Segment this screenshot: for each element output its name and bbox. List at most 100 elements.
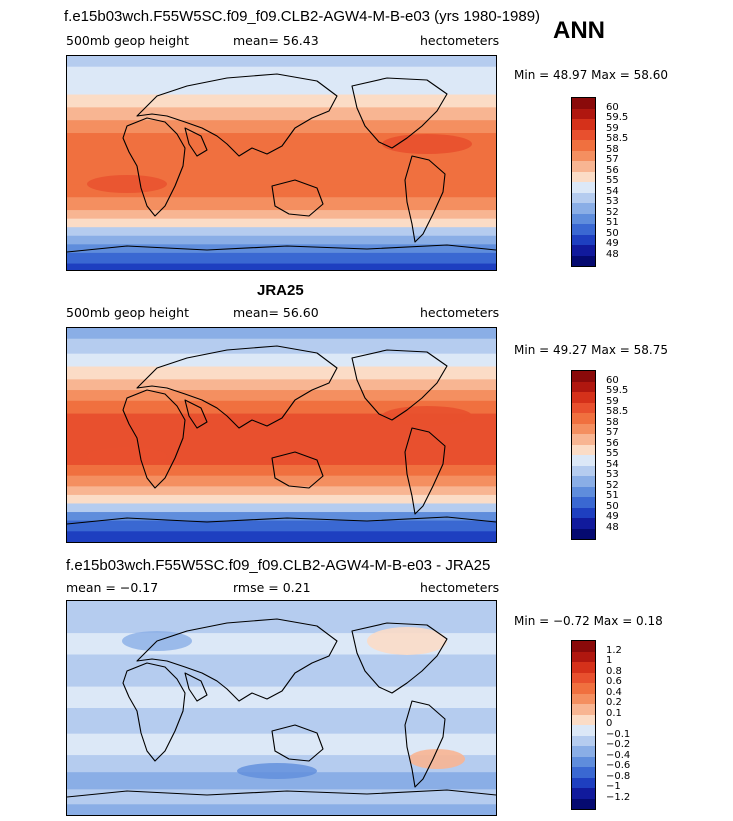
colorbar-tick-label: 56 — [606, 164, 619, 176]
colorbar-tick-label: 0 — [606, 718, 613, 729]
colorbar-swatch — [572, 704, 595, 715]
colorbar-swatch — [572, 413, 595, 424]
colorbar-tick-label: −1.2 — [606, 791, 631, 803]
colorbar-tick-label: 0.2 — [606, 697, 622, 708]
colorbar-tick-label: 50 — [606, 500, 619, 512]
colorbar-swatch — [572, 98, 595, 109]
colorbar-tick-label: −0.8 — [606, 770, 631, 782]
colorbar-tick-label: −0.1 — [606, 728, 631, 740]
colorbar-swatch — [572, 518, 595, 529]
colorbar-tick-label: 49 — [606, 511, 619, 522]
panel-3-minmax: Min = −0.72 Max = 0.18 — [514, 614, 663, 628]
panel-1-units: hectometers — [420, 33, 500, 48]
panel-2-variable: 500mb geop height — [66, 305, 189, 320]
panel-1-map — [66, 55, 497, 271]
colorbar-swatch — [572, 651, 595, 662]
season-label: ANN — [553, 17, 605, 44]
colorbar-swatch — [572, 767, 595, 778]
colorbar-swatch — [572, 746, 595, 757]
colorbar-swatch — [572, 423, 595, 434]
colorbar-tick-label: 1 — [606, 655, 613, 666]
panel-3-colorbar — [571, 640, 596, 810]
colorbar-swatch — [572, 683, 595, 694]
colorbar-tick-label: 59 — [606, 395, 619, 407]
colorbar-tick-label: 57 — [606, 154, 619, 165]
colorbar-tick-label: 0.8 — [606, 665, 622, 677]
colorbar-swatch — [572, 234, 595, 245]
colorbar-tick-label: 54 — [606, 185, 619, 197]
colorbar-swatch — [572, 465, 595, 476]
colorbar-tick-label: 49 — [606, 238, 619, 249]
colorbar-swatch — [572, 245, 595, 256]
colorbar-swatch — [572, 434, 595, 445]
map-field — [67, 601, 496, 815]
colorbar-swatch — [572, 507, 595, 518]
colorbar-swatch — [572, 381, 595, 392]
colorbar-tick-label: 48 — [606, 521, 619, 533]
colorbar-swatch — [572, 528, 595, 539]
colorbar-tick-label: 55 — [606, 448, 619, 459]
colorbar-tick-label: −0.6 — [606, 760, 631, 771]
colorbar-tick-label: 58.5 — [606, 406, 629, 417]
colorbar-swatch — [572, 788, 595, 799]
panel-2-mean: mean= 56.60 — [233, 305, 319, 320]
colorbar-tick-label: 55 — [606, 175, 619, 186]
colorbar-swatch — [572, 140, 595, 151]
colorbar-tick-label: 59.5 — [606, 112, 629, 123]
colorbar-tick-label: −0.4 — [606, 749, 631, 761]
panel-2-title: JRA25 — [257, 282, 304, 299]
colorbar-tick-label: 52 — [606, 206, 619, 218]
colorbar-tick-label: 56 — [606, 437, 619, 449]
colorbar-swatch — [572, 203, 595, 214]
panel-3-units: hectometers — [420, 580, 500, 595]
panel-3-rmse: rmse = 0.21 — [233, 580, 311, 595]
panel-1-variable: 500mb geop height — [66, 33, 189, 48]
colorbar-swatch — [572, 392, 595, 403]
colorbar-swatch — [572, 161, 595, 172]
colorbar-tick-label: 54 — [606, 458, 619, 470]
colorbar-tick-label: 0.4 — [606, 686, 622, 698]
panel-3-map — [66, 600, 497, 816]
colorbar-swatch — [572, 693, 595, 704]
colorbar-tick-label: 60 — [606, 101, 619, 113]
colorbar-swatch — [572, 182, 595, 193]
panel-1-title: f.e15b03wch.F55W5SC.f09_f09.CLB2-AGW4-M-… — [64, 8, 541, 25]
colorbar-tick-label: 48 — [606, 248, 619, 260]
colorbar-swatch — [572, 192, 595, 203]
colorbar-tick-label: 60 — [606, 374, 619, 386]
colorbar-tick-label: −0.2 — [606, 739, 631, 750]
map-field — [67, 56, 496, 270]
panel-3-mean: mean = −0.17 — [66, 580, 159, 595]
colorbar-tick-label: 59 — [606, 122, 619, 134]
panel-2-minmax: Min = 49.27 Max = 58.75 — [514, 343, 668, 357]
panel-1-mean: mean= 56.43 — [233, 33, 319, 48]
colorbar-swatch — [572, 497, 595, 508]
colorbar-tick-label: 57 — [606, 427, 619, 438]
colorbar-swatch — [572, 108, 595, 119]
panel-1-colorbar — [571, 97, 596, 267]
colorbar-swatch — [572, 725, 595, 736]
colorbar-swatch — [572, 641, 595, 652]
panel-3-title: f.e15b03wch.F55W5SC.f09_f09.CLB2-AGW4-M-… — [66, 557, 491, 574]
colorbar-swatch — [572, 777, 595, 788]
panel-2-colorbar — [571, 370, 596, 540]
colorbar-swatch — [572, 476, 595, 487]
colorbar-swatch — [572, 255, 595, 266]
colorbar-swatch — [572, 213, 595, 224]
colorbar-swatch — [572, 486, 595, 497]
colorbar-swatch — [572, 662, 595, 673]
colorbar-swatch — [572, 402, 595, 413]
panel-2-units: hectometers — [420, 305, 500, 320]
colorbar-swatch — [572, 798, 595, 809]
colorbar-tick-label: 58 — [606, 143, 619, 155]
panel-1-minmax: Min = 48.97 Max = 58.60 — [514, 68, 668, 82]
colorbar-swatch — [572, 171, 595, 182]
colorbar-tick-label: 58.5 — [606, 133, 629, 144]
colorbar-tick-label: 50 — [606, 227, 619, 239]
colorbar-swatch — [572, 224, 595, 235]
colorbar-tick-label: 59.5 — [606, 385, 629, 396]
colorbar-tick-label: 52 — [606, 479, 619, 491]
colorbar-swatch — [572, 735, 595, 746]
map-field — [67, 328, 496, 542]
colorbar-swatch — [572, 756, 595, 767]
